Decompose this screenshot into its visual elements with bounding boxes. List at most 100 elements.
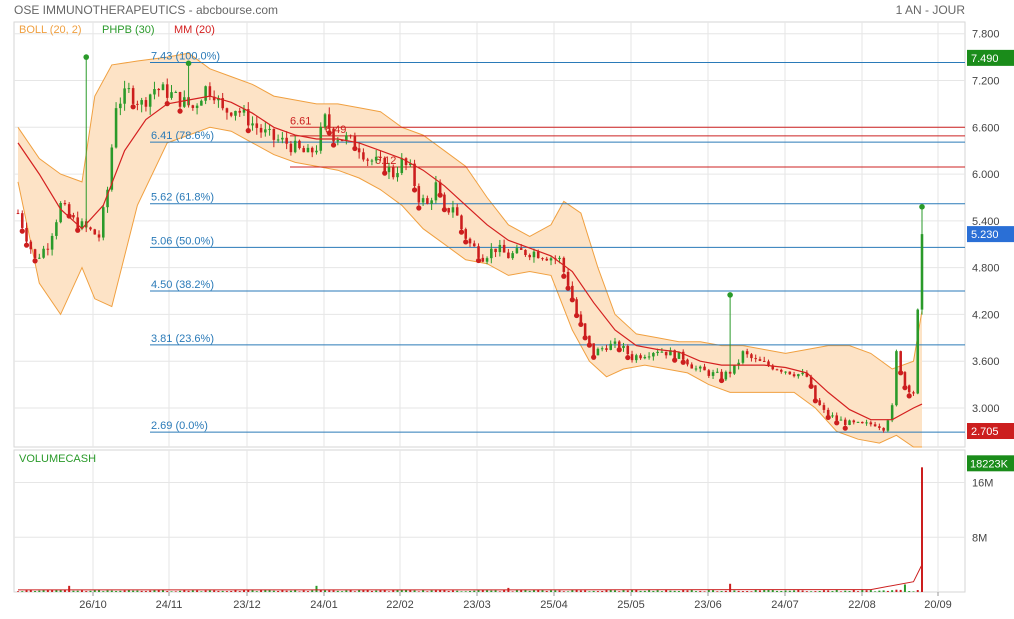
candle-body bbox=[490, 248, 493, 259]
price-badge bbox=[967, 49, 1014, 66]
candle-body bbox=[110, 147, 114, 190]
candle-body bbox=[639, 355, 642, 359]
candle-body bbox=[724, 371, 728, 380]
y-tick-label: 7.800 bbox=[972, 29, 1000, 41]
volume-bar bbox=[592, 590, 595, 592]
legend-ma[interactable]: MM (20) bbox=[174, 24, 215, 36]
candle-body bbox=[575, 299, 578, 315]
candle-body bbox=[204, 86, 207, 101]
candle-body bbox=[417, 186, 421, 203]
price-badge-label: 2.705 bbox=[971, 426, 999, 438]
volume-bar bbox=[17, 591, 19, 592]
candle-body bbox=[106, 189, 109, 208]
candle-body bbox=[635, 355, 638, 361]
volume-bar bbox=[844, 590, 847, 592]
candle-body bbox=[264, 129, 267, 133]
candle-body bbox=[29, 241, 33, 250]
candle-body bbox=[741, 351, 745, 363]
candle-body bbox=[780, 369, 783, 372]
volume-bar bbox=[801, 590, 804, 592]
candle-body bbox=[200, 100, 203, 106]
volume-bar bbox=[494, 590, 497, 592]
volume-bar bbox=[545, 590, 548, 592]
candle-body bbox=[784, 371, 787, 373]
candle-body bbox=[707, 370, 711, 376]
candle-body bbox=[801, 372, 804, 375]
candle-body bbox=[315, 150, 318, 153]
candle-body bbox=[281, 137, 284, 140]
volume-bar bbox=[51, 590, 54, 592]
candle-body bbox=[447, 208, 450, 213]
volume-bar bbox=[336, 590, 339, 592]
volume-bar bbox=[170, 591, 173, 592]
candle-body bbox=[545, 258, 549, 261]
candle-body bbox=[737, 362, 740, 366]
candle-body bbox=[622, 345, 625, 349]
volume-bar bbox=[882, 590, 885, 592]
volume-bar bbox=[396, 589, 399, 592]
candle-body bbox=[400, 158, 404, 174]
low-marker bbox=[616, 347, 622, 353]
candle-body bbox=[153, 89, 156, 95]
candle-body bbox=[895, 351, 898, 406]
candle-body bbox=[605, 348, 608, 350]
high-marker bbox=[919, 204, 925, 210]
volume-bar bbox=[387, 591, 390, 592]
volume-bar bbox=[677, 591, 680, 592]
volume-bar bbox=[554, 590, 557, 592]
low-marker bbox=[808, 383, 814, 389]
volume-ma-line bbox=[18, 564, 923, 591]
fib-label: 2.69 (0.0%) bbox=[151, 420, 208, 432]
candle-body bbox=[711, 372, 715, 376]
candle-body bbox=[903, 372, 907, 386]
volume-bar bbox=[720, 591, 723, 592]
volume-bar bbox=[217, 590, 220, 592]
candle-body bbox=[430, 200, 433, 204]
candle-body bbox=[421, 198, 425, 203]
candle-body bbox=[865, 422, 868, 424]
volume-bar bbox=[814, 591, 817, 592]
legend-phpb[interactable]: PHPB (30) bbox=[102, 24, 155, 36]
volume-bar bbox=[652, 590, 655, 592]
volume-bar bbox=[208, 590, 211, 592]
candle-body bbox=[396, 173, 399, 178]
candle-body bbox=[67, 204, 71, 216]
volume-bar bbox=[166, 591, 169, 592]
volume-bar bbox=[405, 589, 408, 592]
candle-body bbox=[357, 148, 361, 153]
low-marker bbox=[569, 297, 575, 303]
volume-bar bbox=[635, 589, 638, 592]
candle-body bbox=[920, 234, 924, 310]
candle-body bbox=[379, 156, 382, 158]
volume-bar bbox=[289, 590, 292, 592]
volume-bar bbox=[400, 589, 403, 592]
low-marker bbox=[437, 192, 443, 198]
volume-bar bbox=[132, 590, 135, 592]
volume-bar bbox=[422, 589, 425, 592]
volume-bar bbox=[140, 590, 143, 592]
candle-body bbox=[161, 84, 165, 91]
volume-bar bbox=[703, 591, 706, 592]
candle-body bbox=[771, 365, 775, 370]
candle-body bbox=[728, 371, 732, 374]
candle-body bbox=[826, 409, 830, 416]
volume-bar bbox=[724, 590, 727, 592]
bollinger-upper bbox=[17, 52, 923, 370]
candle-body bbox=[16, 213, 20, 215]
low-marker bbox=[130, 104, 136, 110]
high-marker bbox=[727, 292, 733, 298]
volume-bar bbox=[417, 591, 420, 592]
volume-bar bbox=[605, 590, 608, 592]
period-label: 1 AN - JOUR bbox=[896, 3, 966, 17]
volume-bar bbox=[835, 589, 838, 592]
low-marker bbox=[19, 228, 25, 234]
candle-body bbox=[835, 415, 838, 421]
volume-bar bbox=[712, 590, 715, 592]
volume-bar bbox=[106, 590, 109, 592]
volume-bar bbox=[460, 591, 463, 592]
volume-bar bbox=[827, 590, 830, 592]
low-marker bbox=[23, 242, 30, 248]
candle-body bbox=[579, 314, 583, 324]
volume-bar bbox=[451, 590, 454, 592]
legend-bollinger[interactable]: BOLL (20, 2) bbox=[19, 24, 82, 36]
